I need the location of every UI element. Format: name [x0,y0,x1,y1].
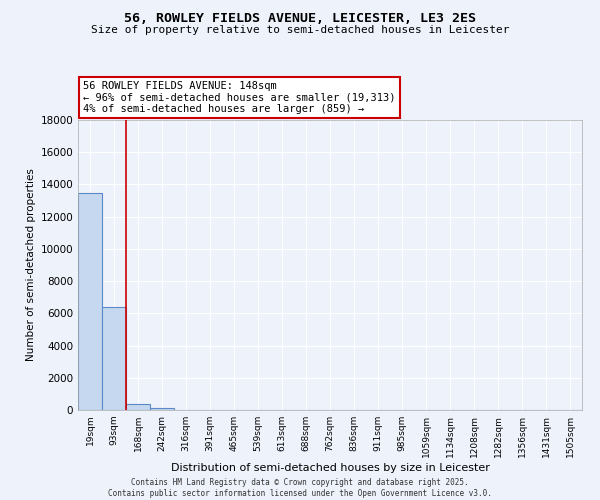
Text: 56, ROWLEY FIELDS AVENUE, LEICESTER, LE3 2ES: 56, ROWLEY FIELDS AVENUE, LEICESTER, LE3… [124,12,476,26]
Text: 56 ROWLEY FIELDS AVENUE: 148sqm
← 96% of semi-detached houses are smaller (19,31: 56 ROWLEY FIELDS AVENUE: 148sqm ← 96% of… [83,81,395,114]
Text: Size of property relative to semi-detached houses in Leicester: Size of property relative to semi-detach… [91,25,509,35]
X-axis label: Distribution of semi-detached houses by size in Leicester: Distribution of semi-detached houses by … [170,462,490,472]
Text: Contains HM Land Registry data © Crown copyright and database right 2025.
Contai: Contains HM Land Registry data © Crown c… [108,478,492,498]
Bar [150,408,174,410]
Y-axis label: Number of semi-detached properties: Number of semi-detached properties [26,168,36,362]
Bar [102,307,126,410]
Bar [78,192,102,410]
Bar [126,404,150,410]
